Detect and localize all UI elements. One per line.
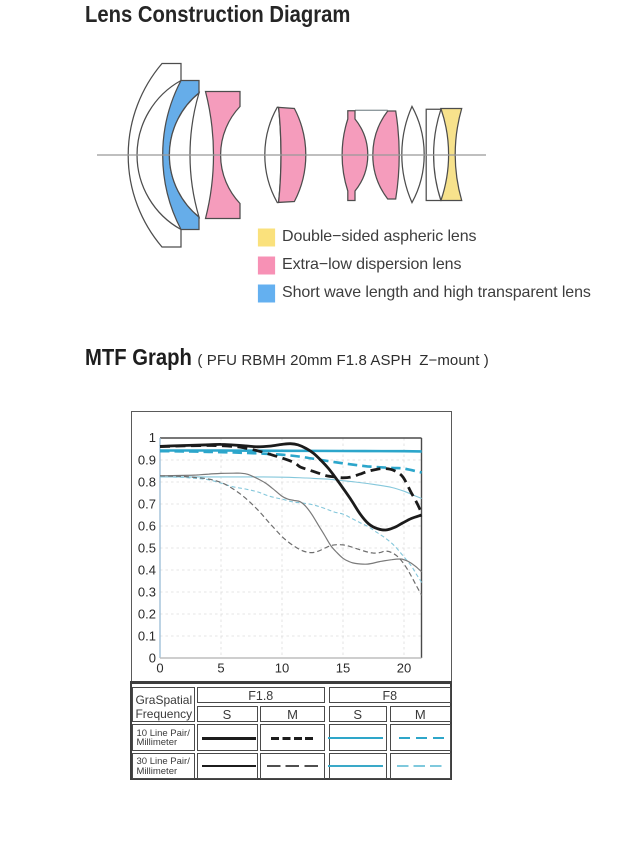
svg-text:1: 1 [149, 430, 156, 445]
svg-text:0: 0 [149, 651, 156, 666]
svg-text:10: 10 [275, 661, 289, 676]
svg-text:15: 15 [336, 661, 350, 676]
svg-text:20: 20 [397, 661, 411, 676]
svg-text:0.7: 0.7 [138, 497, 156, 512]
svg-text:5: 5 [217, 661, 224, 676]
svg-text:0.5: 0.5 [138, 541, 156, 556]
svg-text:0.8: 0.8 [138, 475, 156, 490]
svg-text:0: 0 [156, 661, 163, 676]
svg-text:0.6: 0.6 [138, 519, 156, 534]
svg-text:0.2: 0.2 [138, 607, 156, 622]
svg-text:0.1: 0.1 [138, 629, 156, 644]
svg-text:0.3: 0.3 [138, 585, 156, 600]
svg-text:0.9: 0.9 [138, 453, 156, 468]
svg-text:0.4: 0.4 [138, 563, 156, 578]
